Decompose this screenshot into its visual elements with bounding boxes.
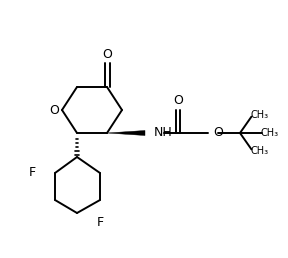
Text: O: O bbox=[213, 125, 223, 139]
Text: NH: NH bbox=[154, 125, 173, 139]
Text: CH₃: CH₃ bbox=[250, 110, 268, 120]
Text: CH₃: CH₃ bbox=[261, 128, 279, 138]
Polygon shape bbox=[107, 131, 145, 135]
Text: F: F bbox=[29, 166, 35, 180]
Text: O: O bbox=[49, 103, 59, 117]
Text: F: F bbox=[96, 216, 104, 230]
Text: O: O bbox=[173, 94, 183, 108]
Text: CH₃: CH₃ bbox=[250, 146, 268, 156]
Text: O: O bbox=[102, 47, 112, 60]
